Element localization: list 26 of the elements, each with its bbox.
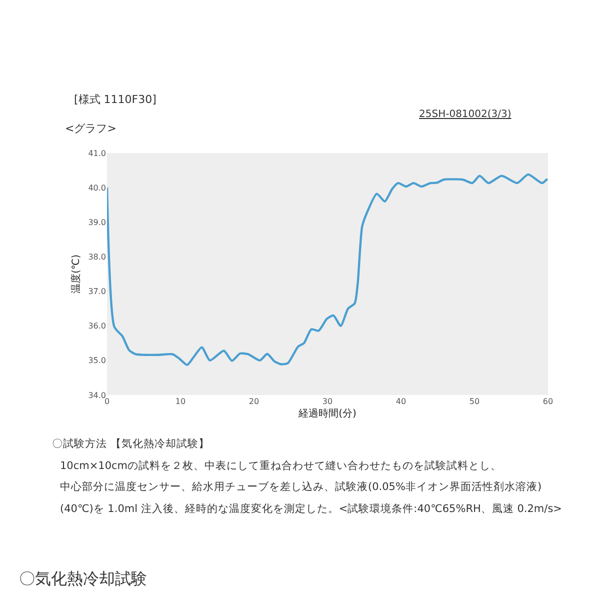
y-tick-label: 38.0 (88, 252, 106, 262)
y-tick-label: 41.0 (88, 148, 106, 158)
y-tick-label: 39.0 (88, 218, 106, 227)
x-tick-label: 0 (104, 397, 110, 406)
x-tick-label: 60 (542, 397, 554, 406)
y-tick-label: 34.0 (88, 390, 106, 400)
text: [様式 1110F30] (74, 93, 156, 106)
x-tick-label: 50 (469, 397, 480, 406)
text: 10cm×10cmの試料を２枚、中表にして重ね合わせて縫い合わせたものを試験試料とし、 (60, 459, 502, 472)
line-series (107, 173, 548, 366)
y-tick-label: 37.0 (88, 287, 106, 296)
y-tick-label: 36.0 (88, 322, 106, 331)
text: 〇気化熱冷却試験 (19, 569, 147, 588)
y-tick-label: 35.0 (88, 356, 106, 366)
x-tick-label: 40 (396, 397, 406, 406)
x-tick-label: 20 (248, 397, 260, 406)
x-tick-label: 10 (175, 397, 186, 406)
text: 25SH-081002(3/3) (419, 109, 512, 120)
text: 〇試験方法 【気化熱冷却試験】 (52, 437, 210, 450)
text: 中心部分に温度センサー、給水用チューブを差し込み、試験液(0.05%非イオン界面活性剤水溶液) (60, 480, 542, 493)
text: (40℃)を 1.0ml 注入後、経時的な温度変化を測定した。<試験環境条件:40℃65%RH、風速 0.2m/s> (60, 502, 562, 515)
text: <グラフ> (65, 122, 116, 135)
x-tick-label: 30 (322, 397, 333, 406)
y-axis-title: 温度(℃) (70, 254, 82, 294)
x-axis-title: 経過時間(分) (298, 408, 356, 420)
y-tick-label: 40.0 (88, 183, 106, 192)
